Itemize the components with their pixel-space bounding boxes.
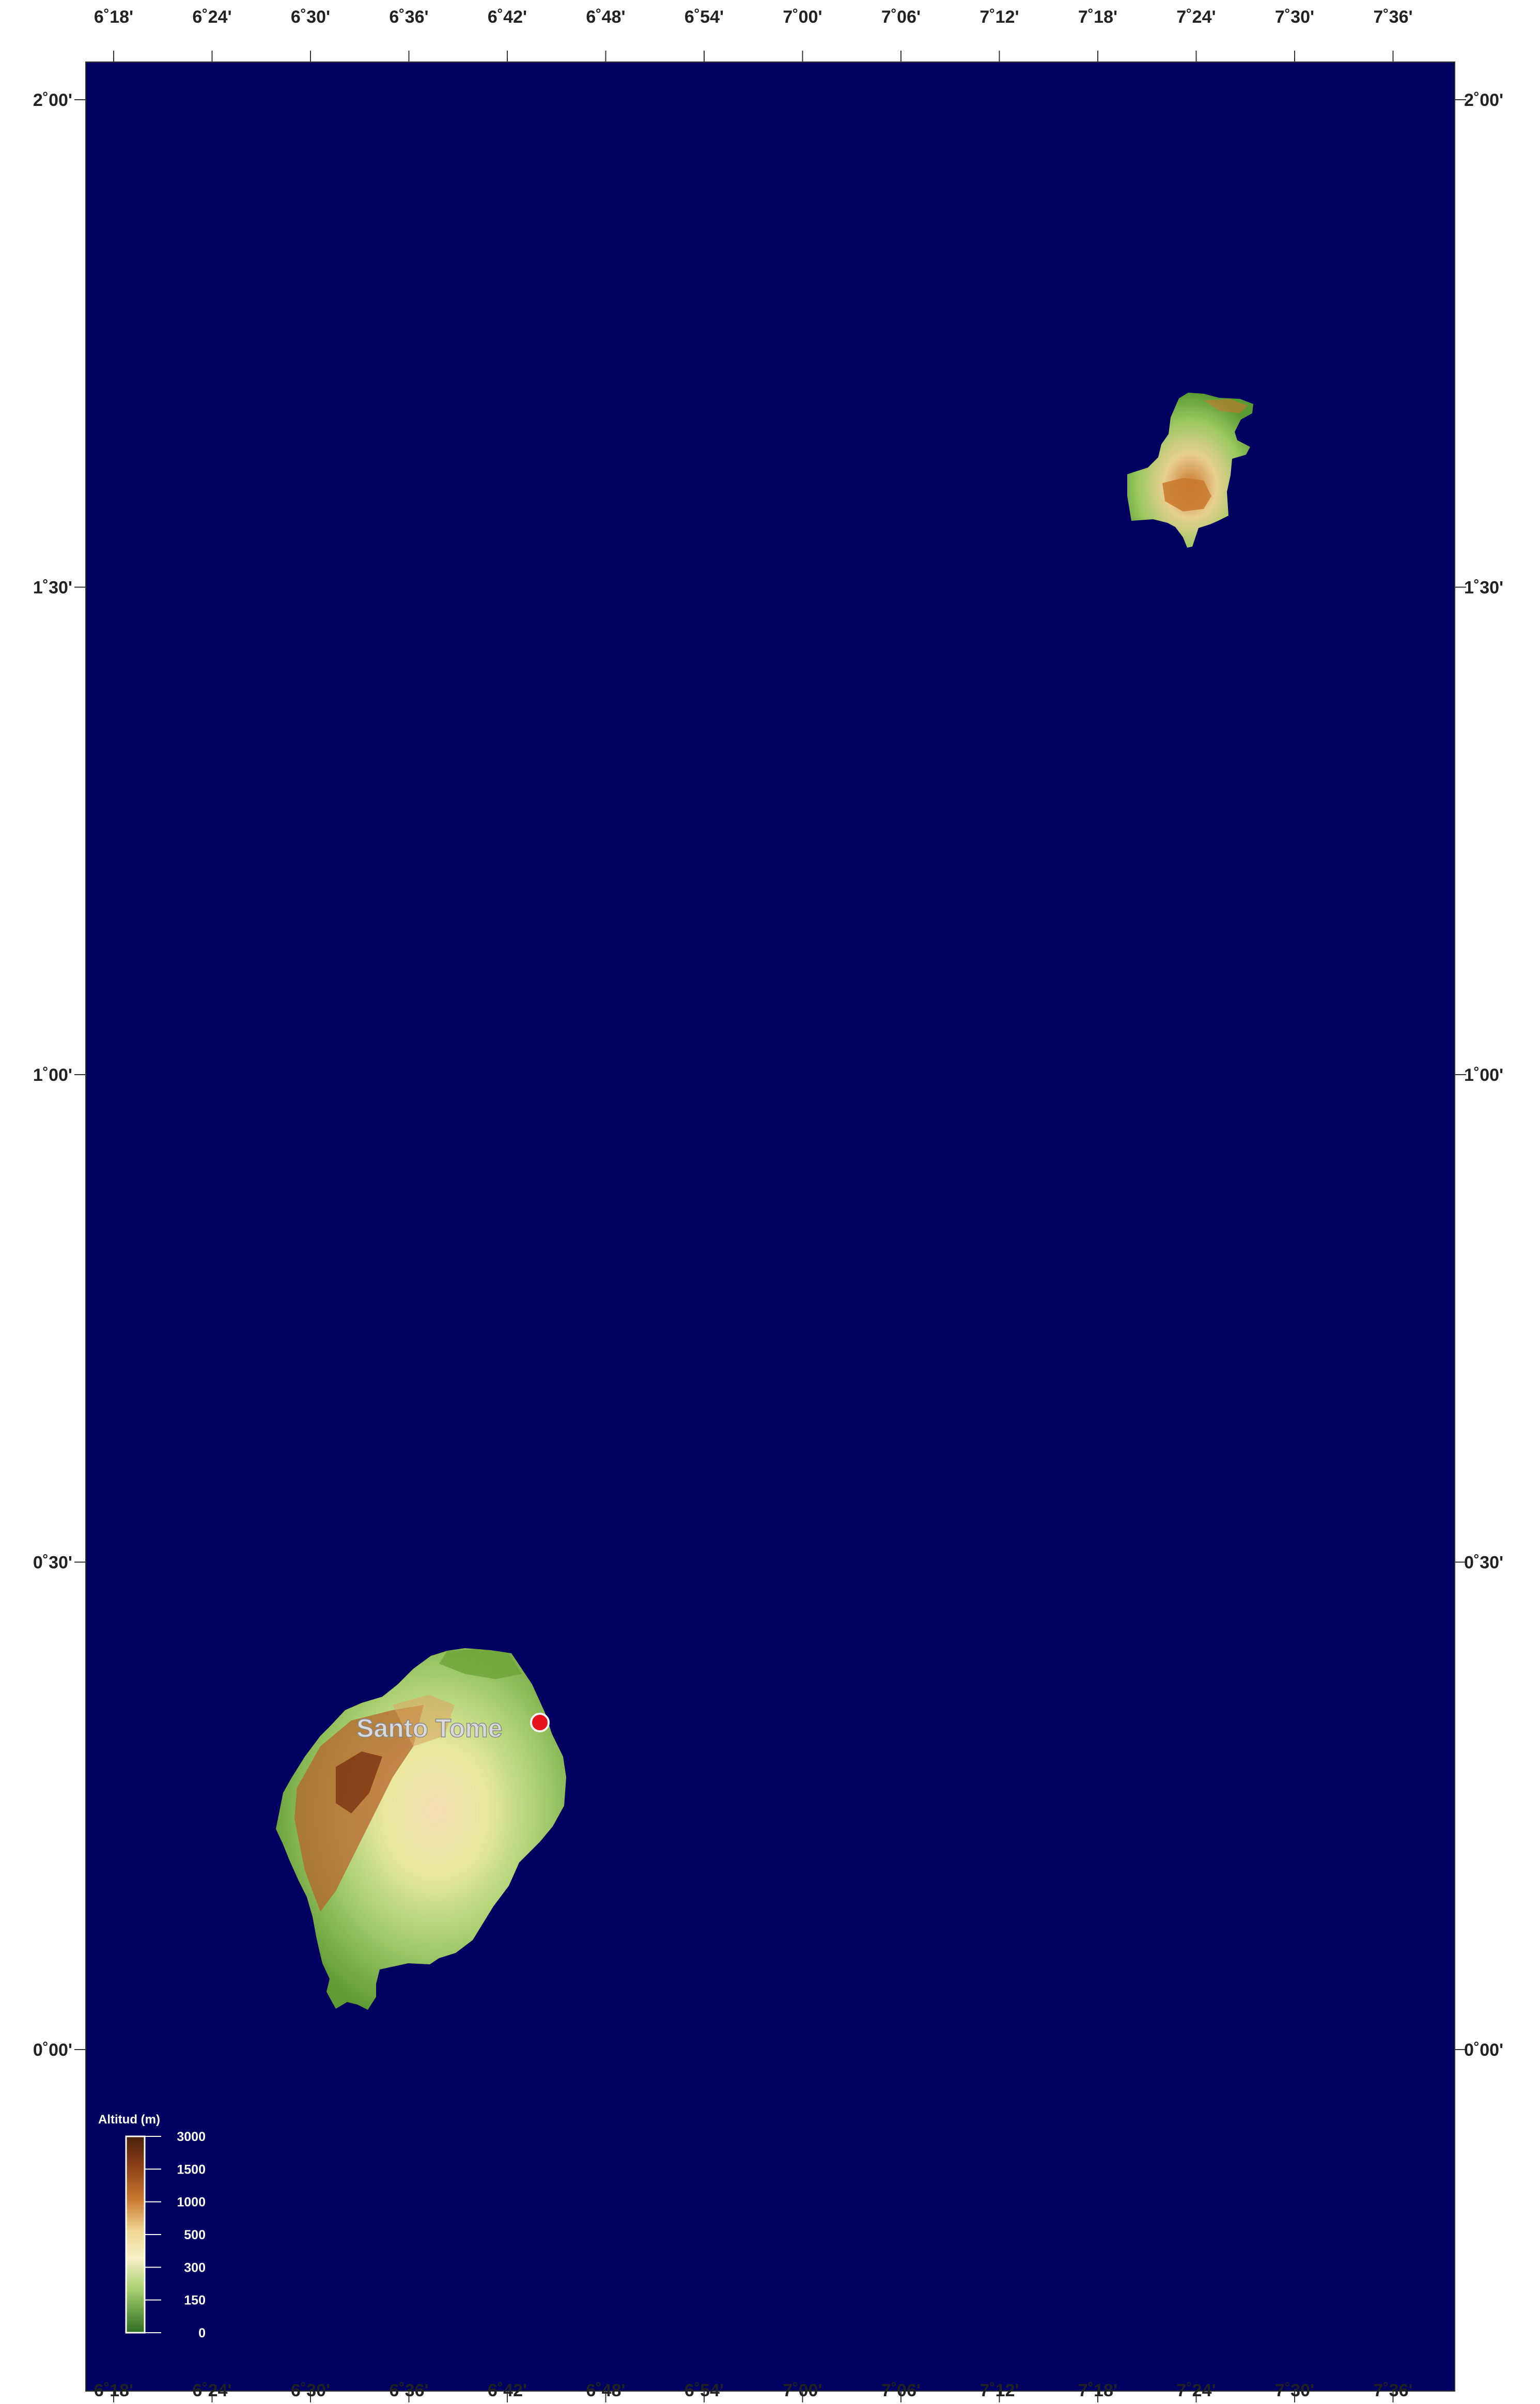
principe-island (1127, 393, 1253, 548)
lat-label-left: 1˚30' (33, 578, 72, 598)
lon-label-bottom: 6˚42' (488, 2381, 527, 2400)
lon-label-top: 7˚36' (1373, 7, 1412, 27)
lat-label-right: 1˚30' (1464, 578, 1503, 598)
lon-label-bottom: 7˚30' (1275, 2381, 1314, 2400)
lon-label-bottom: 6˚24' (192, 2381, 231, 2400)
lon-label-top: 6˚42' (488, 7, 527, 27)
lat-label-left: 2˚00' (33, 90, 72, 110)
lon-label-top: 7˚00' (783, 7, 822, 27)
lon-label-bottom: 6˚54' (685, 2381, 724, 2400)
lon-label-bottom: 7˚06' (881, 2381, 921, 2400)
lon-label-top: 7˚06' (881, 7, 921, 27)
legend-title: Altitud (m) (98, 2113, 160, 2127)
legend-tick-label: 150 (184, 2293, 206, 2308)
city-label: Santo Tome (356, 1714, 502, 1743)
legend-tick-label: 300 (184, 2260, 206, 2275)
legend-tick-label: 0 (198, 2326, 206, 2340)
lon-label-top: 7˚12' (979, 7, 1019, 27)
lat-label-left: 0˚30' (33, 1553, 72, 1573)
lon-label-top: 7˚24' (1176, 7, 1216, 27)
lon-label-bottom: 7˚24' (1176, 2381, 1216, 2400)
lon-label-bottom: 7˚00' (783, 2381, 822, 2400)
lon-label-bottom: 7˚36' (1373, 2381, 1412, 2400)
lon-label-top: 7˚30' (1275, 7, 1314, 27)
lat-label-right: 0˚30' (1464, 1553, 1503, 1573)
lon-label-top: 6˚48' (586, 7, 625, 27)
lon-label-bottom: 7˚18' (1078, 2381, 1117, 2400)
lon-label-top: 6˚24' (192, 7, 231, 27)
legend-tick-label: 3000 (177, 2130, 206, 2144)
lat-label-left: 1˚00' (33, 1065, 72, 1085)
lon-label-bottom: 6˚36' (389, 2381, 428, 2400)
legend-tick-label: 1000 (177, 2195, 206, 2210)
lon-label-bottom: 6˚30' (291, 2381, 330, 2400)
lon-label-top: 6˚18' (94, 7, 133, 27)
lon-label-top: 6˚30' (291, 7, 330, 27)
lat-label-right: 0˚00' (1464, 2040, 1503, 2060)
lat-label-right: 1˚00' (1464, 1065, 1503, 1085)
legend-color-bar (125, 2135, 146, 2334)
lon-label-bottom: 6˚18' (94, 2381, 133, 2400)
city-marker-santo-tome[interactable] (530, 1713, 550, 1732)
graticule-axes: 6˚18' 6˚18' 6˚24' 6˚24' 6˚30' 6˚30' 6˚36' 6˚36'… (33, 7, 1503, 2402)
lon-label-bottom: 6˚48' (586, 2381, 625, 2400)
lon-label-top: 6˚36' (389, 7, 428, 27)
legend-tick-label: 1500 (177, 2162, 206, 2177)
lon-label-top: 6˚54' (685, 7, 724, 27)
lat-label-right: 2˚00' (1464, 90, 1503, 110)
lon-label-top: 7˚18' (1078, 7, 1117, 27)
legend-tick-label: 500 (184, 2228, 206, 2242)
lat-label-left: 0˚00' (33, 2040, 72, 2060)
lon-label-bottom: 7˚12' (979, 2381, 1019, 2400)
sao-tome-island (276, 1648, 566, 2010)
